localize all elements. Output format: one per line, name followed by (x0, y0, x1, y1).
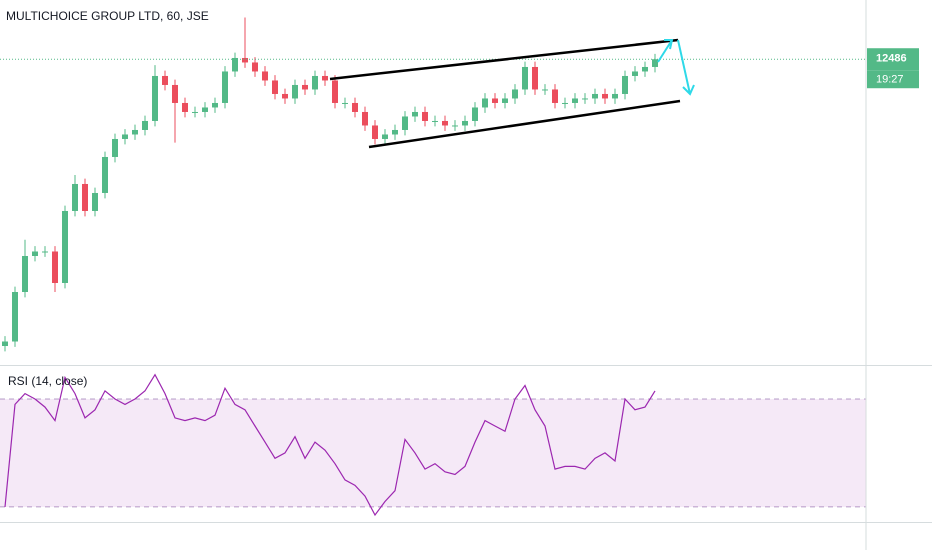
candle-body (282, 93, 288, 99)
axes: 12486 19:27 (867, 48, 919, 89)
candle-body (222, 71, 228, 103)
candle-body (622, 75, 628, 94)
countdown-box (867, 70, 919, 89)
candle-body (232, 57, 238, 72)
candle-body (572, 98, 578, 103)
candle-body (392, 129, 398, 135)
rsi-band-fill (0, 399, 866, 507)
candle-body (322, 75, 328, 81)
candle-body (252, 62, 258, 72)
countdown-label: 19:27 (876, 74, 904, 86)
candle-body (312, 75, 318, 90)
candle-body (582, 98, 588, 100)
candle-body (542, 89, 548, 91)
candle-body (12, 292, 18, 342)
candle-body (372, 125, 378, 139)
candle-body (112, 138, 118, 157)
candle-body (72, 183, 78, 211)
arrow-down (677, 39, 695, 96)
candle-body (242, 57, 248, 63)
candle-body (462, 120, 468, 126)
candle-body (492, 98, 498, 103)
candle-body (292, 84, 298, 99)
candle-body (522, 66, 528, 90)
candle-body (632, 71, 638, 76)
candle-body (562, 102, 568, 104)
candle-body (452, 125, 458, 127)
candle-body (412, 111, 418, 117)
channel-lower (368, 99, 681, 149)
projection-arrows (657, 39, 695, 96)
arrow-up (657, 39, 674, 63)
candle-body (62, 210, 68, 283)
candle-body (532, 66, 538, 90)
candle-body (432, 120, 438, 122)
candle-body (272, 80, 278, 94)
candle-body (2, 341, 8, 347)
candle-body (332, 80, 338, 103)
candle-body (602, 93, 608, 99)
candle-body (402, 116, 408, 130)
candle-body (22, 255, 28, 292)
candle-body (262, 71, 268, 81)
candle-body (472, 107, 478, 121)
candle-body (172, 84, 178, 103)
candle-body (82, 183, 88, 211)
candle-body (592, 93, 598, 99)
candle-body (102, 156, 108, 193)
candle-body (382, 134, 388, 139)
chart-title: MULTICHOICE GROUP LTD, 60, JSE (6, 9, 209, 23)
candle-body (42, 251, 48, 253)
channel-upper (329, 38, 679, 81)
candle-body (552, 89, 558, 103)
grid (0, 398, 866, 508)
candle-body (352, 102, 358, 112)
candle-body (122, 134, 128, 139)
candle-body (162, 75, 168, 85)
candle-body (32, 251, 38, 256)
last-price-label: 12486 (876, 53, 907, 65)
marks (0, 17, 866, 517)
candle-body (302, 84, 308, 90)
last-price-box (867, 48, 919, 71)
candle-body (362, 111, 368, 126)
rsi-line (4, 373, 656, 517)
candle-body (612, 93, 618, 99)
candle-body (422, 111, 428, 121)
rsi-title: RSI (14, close) (8, 374, 87, 388)
candle-body (202, 107, 208, 112)
candle-body (502, 98, 508, 103)
candle-body (52, 251, 58, 283)
candle-body (132, 129, 138, 135)
candle-body (192, 111, 198, 113)
candle-body (652, 59, 658, 67)
candle-body (642, 66, 648, 72)
candle-body (442, 120, 448, 126)
candle-body (512, 89, 518, 99)
candle-body (212, 102, 218, 108)
candle-body (152, 75, 158, 121)
candle-body (342, 102, 348, 104)
candle-body (482, 98, 488, 108)
candle-body (142, 120, 148, 130)
candle-body (182, 102, 188, 112)
candle-body (92, 192, 98, 211)
